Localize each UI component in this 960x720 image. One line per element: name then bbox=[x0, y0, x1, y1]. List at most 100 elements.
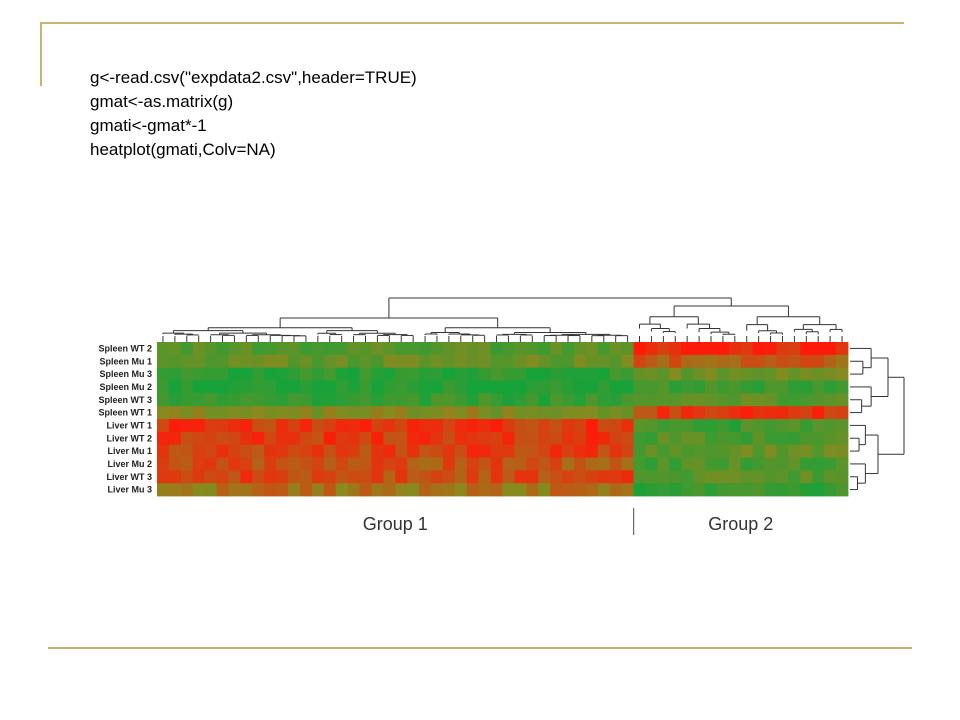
heatmap-cell bbox=[502, 342, 515, 356]
heatmap-cell bbox=[705, 367, 718, 381]
heatmap-cell bbox=[192, 444, 206, 458]
heatmap-cell bbox=[573, 354, 587, 369]
heatmap-cell bbox=[478, 457, 491, 471]
heatmap-cell bbox=[776, 354, 789, 369]
heatmap-cell bbox=[442, 380, 456, 394]
heatmap-cell bbox=[526, 457, 539, 471]
heatmap-cell bbox=[538, 367, 551, 381]
heatmap-cell bbox=[180, 380, 194, 394]
heatmap-cell bbox=[573, 470, 587, 484]
heatmap-cell bbox=[526, 380, 539, 394]
heatmap-cell bbox=[347, 431, 360, 446]
heatmap-cell bbox=[562, 431, 575, 446]
heatmap-cell bbox=[419, 457, 432, 471]
heatmap-cell bbox=[740, 431, 754, 446]
heatmap-cell bbox=[383, 393, 396, 407]
heatmap-cell bbox=[466, 431, 480, 446]
heatmap-cell bbox=[502, 444, 515, 458]
heatmap-cell bbox=[383, 367, 396, 381]
heatmap-cell bbox=[431, 431, 444, 446]
heatmap-cell bbox=[764, 419, 777, 433]
row-label: Liver Mu 2 bbox=[107, 459, 152, 469]
heatmap-cell bbox=[180, 354, 194, 369]
heatmap-cell bbox=[562, 470, 575, 484]
heatmap-cell bbox=[276, 444, 289, 458]
heatmap-cell bbox=[788, 380, 801, 394]
heatmap-cell bbox=[466, 483, 480, 497]
heatmap-cell bbox=[776, 444, 789, 458]
heatmap-cell bbox=[621, 354, 634, 369]
heatmap-cell bbox=[716, 380, 730, 394]
heatmap-cell bbox=[526, 444, 539, 458]
code-line-3: gmati<-gmat*-1 bbox=[90, 116, 207, 135]
heatmap-cell bbox=[371, 457, 384, 471]
heatmap-cell bbox=[454, 457, 468, 471]
heatmap-cell bbox=[431, 367, 444, 381]
heatmap-cell bbox=[788, 470, 801, 484]
heatmap-cell bbox=[681, 367, 694, 381]
heatmap-cell bbox=[836, 483, 849, 497]
heatmap-cell bbox=[824, 354, 837, 369]
heatmap-cell bbox=[502, 354, 515, 369]
heatmap-cell bbox=[562, 483, 575, 497]
heatmap-cell bbox=[621, 419, 634, 433]
heatmap-cell bbox=[216, 444, 229, 458]
heatmap-cell bbox=[728, 431, 742, 446]
heatmap-cell bbox=[752, 431, 765, 446]
heatmap-cell bbox=[788, 354, 801, 369]
heatmap-cell bbox=[466, 380, 480, 394]
heatmap-cell bbox=[311, 406, 325, 420]
heatmap-cell bbox=[645, 419, 658, 433]
heatmap-cell bbox=[466, 406, 480, 420]
heatmap-cell bbox=[228, 367, 241, 381]
heatmap-cell bbox=[740, 470, 754, 484]
heatmap-cell bbox=[705, 354, 718, 369]
heatmap-cell bbox=[299, 393, 313, 407]
heatmap-cell bbox=[264, 342, 277, 356]
heatmap-cell bbox=[728, 483, 742, 497]
heatmap-cell bbox=[252, 406, 265, 420]
heatmap-cell bbox=[204, 419, 217, 433]
heatmap-cell bbox=[204, 393, 217, 407]
heatmap-cell bbox=[514, 483, 527, 497]
heatmap-cell bbox=[800, 393, 813, 407]
heatmap-cell bbox=[478, 342, 491, 356]
heatmap-cell bbox=[419, 444, 432, 458]
heatmap-cell bbox=[192, 419, 206, 433]
heatmap-cell bbox=[740, 393, 754, 407]
heatmap-cells bbox=[157, 342, 849, 497]
heatmap-cell bbox=[573, 393, 587, 407]
heatmap-cell bbox=[419, 354, 432, 369]
code-block: g<-read.csv("expdata2.csv",header=TRUE) … bbox=[90, 66, 417, 162]
row-label: Liver WT 3 bbox=[106, 472, 152, 482]
heatmap-cell bbox=[621, 393, 634, 407]
heatmap-cell bbox=[502, 470, 515, 484]
heatmap-cell bbox=[168, 406, 182, 420]
heatmap-cell bbox=[252, 483, 265, 497]
heatmap-cell bbox=[478, 470, 491, 484]
heatmap-cell bbox=[371, 406, 384, 420]
heatmap-cell bbox=[776, 431, 789, 446]
heatmap-cell bbox=[466, 444, 480, 458]
heatmap-cell bbox=[776, 457, 789, 471]
heatmap-cell bbox=[216, 393, 229, 407]
heatmap-cell bbox=[824, 444, 837, 458]
heatmap-cell bbox=[383, 406, 396, 420]
heatmap-cell bbox=[359, 419, 372, 433]
heatmap-cell bbox=[347, 380, 360, 394]
heatmap-cell bbox=[288, 431, 301, 446]
heatmap-cell bbox=[538, 419, 551, 433]
heatmap-cell bbox=[168, 470, 182, 484]
heatmap-cell bbox=[812, 342, 825, 356]
heatmap-cell bbox=[407, 444, 420, 458]
heatmap-cell bbox=[395, 419, 408, 433]
heatmap-cell bbox=[609, 380, 623, 394]
heatmap-cell bbox=[669, 431, 682, 446]
heatmap-cell bbox=[252, 431, 265, 446]
heatmap-cell bbox=[335, 393, 349, 407]
heatmap-cell bbox=[192, 406, 206, 420]
heatmap-cell bbox=[454, 444, 468, 458]
heatmap-cell bbox=[573, 419, 587, 433]
heatmap-cell bbox=[419, 483, 432, 497]
heatmap-cell bbox=[585, 419, 599, 433]
